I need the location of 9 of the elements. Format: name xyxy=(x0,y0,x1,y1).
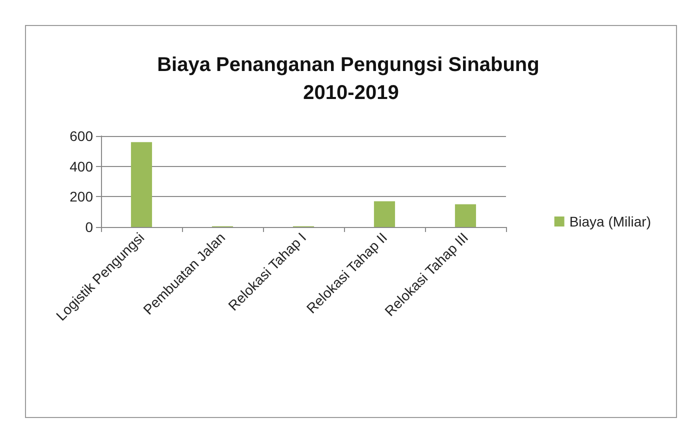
chart-title: Biaya Penanganan Pengungsi Sinabung 2010-2019 xyxy=(157,54,545,104)
bar xyxy=(130,142,152,227)
bar xyxy=(454,204,476,227)
y-tick-label: 400 xyxy=(70,158,94,174)
y-tick-label: 600 xyxy=(70,128,94,144)
y-tick-label: 0 xyxy=(85,219,94,235)
legend-label: Biaya (Miliar) xyxy=(569,214,652,230)
bar xyxy=(374,201,396,227)
y-tick-label: 200 xyxy=(70,188,94,205)
